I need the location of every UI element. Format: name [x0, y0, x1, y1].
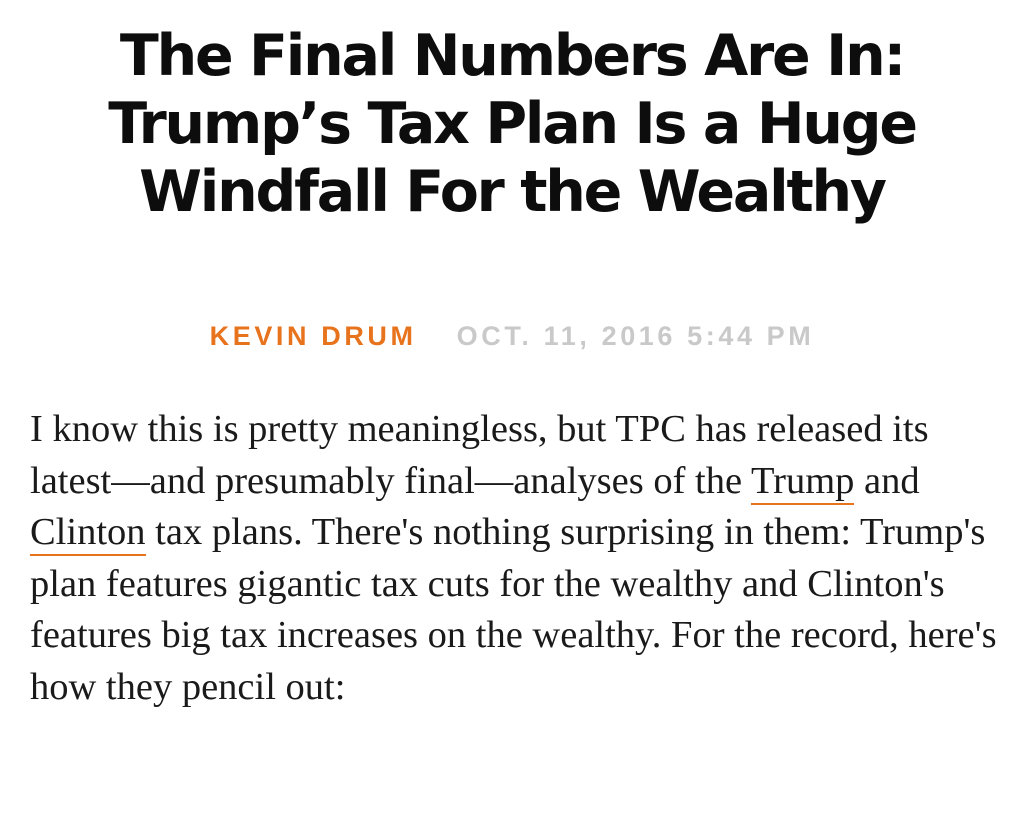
headline-line-1: The Final Numbers Are In:: [119, 23, 906, 89]
body-text-end: tax plans. There's nothing surprising in…: [30, 511, 997, 708]
headline: The Final Numbers Are In: Trump’s Tax Pla…: [20, 22, 1004, 226]
byline: KEVIN DRUM OCT. 11, 2016 5:44 PM: [0, 318, 1024, 354]
headline-line-2: Trump’s Tax Plan Is a Huge: [108, 91, 918, 157]
article-body-paragraph: I know this is pretty meaningless, but T…: [30, 404, 1005, 713]
author-link[interactable]: KEVIN DRUM: [209, 321, 417, 351]
clinton-plan-link[interactable]: Clinton: [30, 511, 146, 556]
trump-plan-link[interactable]: Trump: [750, 459, 855, 505]
body-text-and: and: [854, 459, 920, 502]
body-text-start: I know this is pretty meaningless, but T…: [30, 408, 929, 502]
headline-line-3: Windfall For the Wealthy: [139, 159, 887, 225]
publish-date: OCT. 11, 2016 5:44 PM: [456, 321, 815, 351]
